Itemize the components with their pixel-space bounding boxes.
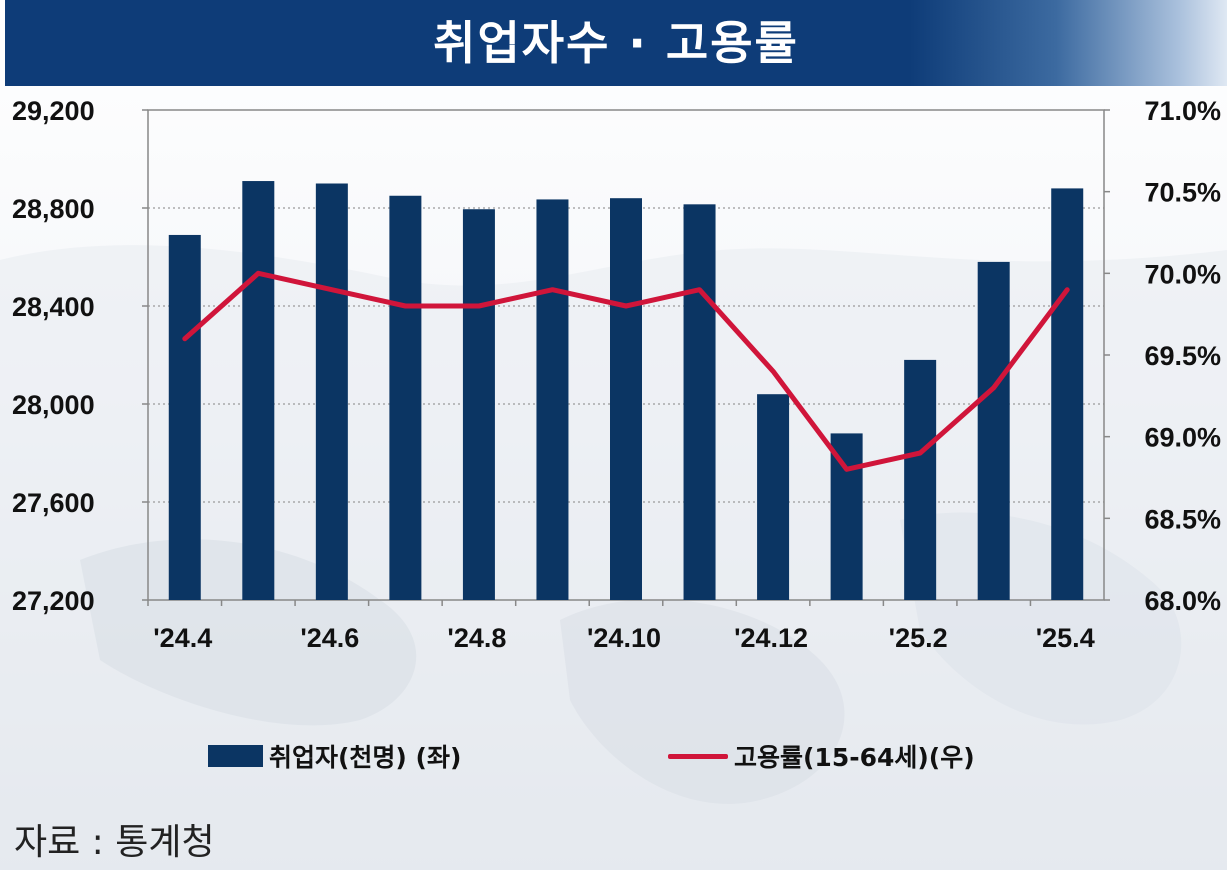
y-right-tick-label: 69.5%: [1144, 341, 1221, 371]
y-left-tick-label: 28,000: [12, 390, 95, 420]
bar: [242, 181, 275, 601]
x-tick-label: '25.4: [1036, 623, 1095, 653]
y-left-tick-label: 28,400: [12, 292, 95, 322]
line-series: [182, 270, 1070, 472]
y-right-tick-label: 71.0%: [1144, 96, 1221, 126]
legend-item-line: 고용률(15-64세)(우): [668, 736, 975, 776]
bar: [977, 261, 1010, 600]
bar: [315, 183, 348, 600]
legend-line-swatch: [668, 753, 728, 759]
chart-title: 취업자수 · 고용률: [433, 16, 799, 70]
bar: [610, 198, 642, 600]
bar: [168, 234, 201, 600]
x-tick-label: '24.12: [734, 623, 808, 653]
x-tick-label: '24.4: [153, 623, 212, 653]
source-note: 자료 : 통계청: [14, 822, 215, 863]
y-left-tick-label: 27,600: [12, 488, 95, 518]
y-axis-right: 68.0% 68.5% 69.0% 69.5% 70.0% 70.5% 71.0%: [1104, 96, 1221, 616]
y-left-tick-label: 28,800: [12, 194, 95, 224]
x-tick-label: '24.10: [587, 623, 661, 653]
y-right-tick-label: 68.0%: [1144, 586, 1221, 616]
bar: [536, 199, 569, 601]
y-right-tick-label: 70.0%: [1144, 259, 1221, 289]
x-tick-label: '25.2: [889, 623, 948, 653]
title-bar: [5, 0, 1227, 86]
bar-series: [168, 181, 1084, 601]
y-right-tick-label: 70.5%: [1144, 178, 1221, 208]
bar: [830, 433, 863, 600]
bar: [389, 195, 422, 600]
x-tick-label: '24.8: [447, 623, 506, 653]
bar: [904, 359, 937, 600]
bar: [1051, 188, 1084, 600]
bar: [757, 394, 790, 600]
legend-bar-swatch: [208, 745, 263, 767]
y-left-tick-label: 29,200: [12, 96, 95, 126]
y-right-tick-label: 69.0%: [1144, 423, 1221, 453]
legend-line-label: 고용률(15-64세)(우): [734, 743, 975, 772]
gridlines: [148, 207, 1104, 503]
legend-bar-label: 취업자(천명) (좌): [269, 743, 462, 772]
y-right-tick-label: 68.5%: [1144, 504, 1221, 534]
y-axis-left: 27,200 27,600 28,000 28,400 28,800 29,200: [12, 96, 148, 616]
x-axis: '24.4 '24.6 '24.8 '24.10 '24.12 '25.2 '25.4: [147, 600, 1095, 653]
legend-item-bar: 취업자(천명) (좌): [208, 736, 461, 776]
bar: [462, 209, 495, 600]
x-tick-label: '24.6: [300, 623, 359, 653]
bar: [683, 204, 716, 600]
y-left-tick-label: 27,200: [12, 586, 95, 616]
